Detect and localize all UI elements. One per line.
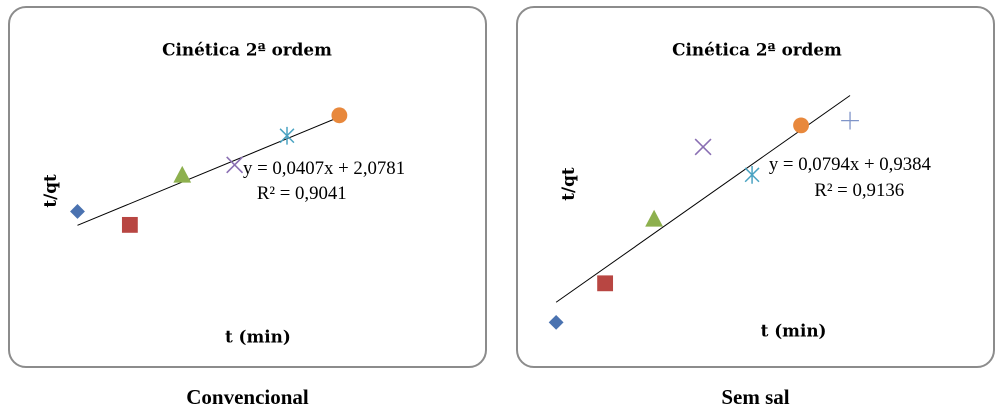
y-axis-label: t/qt [40, 174, 60, 208]
x-axis-label: t (min) [225, 326, 291, 346]
circle-marker [331, 107, 348, 124]
triangle-marker [645, 209, 664, 227]
chart-convencional: Cinética 2ª ordem t/qt t (min) y = 0,040… [40, 39, 405, 346]
chart-title: Cinética 2ª ordem [162, 39, 332, 59]
x-marker [694, 138, 712, 156]
chart-panel-sem-sal: Cinética 2ª ordem t/qt t (min) y = 0,079… [516, 6, 995, 368]
diamond-marker [548, 314, 564, 330]
x-axis-label: t (min) [761, 320, 827, 340]
r-squared-label: R² = 0,9041 [257, 183, 347, 204]
y-axis-label: t/qt [558, 167, 578, 201]
circle-marker [793, 117, 809, 134]
asterisk-marker [279, 126, 295, 145]
triangle-marker [173, 165, 192, 183]
trendline-equation: y = 0,0794x + 0,9384 [769, 154, 932, 175]
x-marker [226, 156, 244, 174]
r-squared-label: R² = 0,9136 [814, 180, 904, 201]
trendline-equation: y = 0,0407x + 2,0781 [243, 158, 405, 179]
chart-panel-convencional: Cinética 2ª ordem t/qt t (min) y = 0,040… [8, 6, 487, 368]
trendline [77, 116, 340, 226]
diamond-marker [70, 204, 85, 219]
plus-marker [841, 111, 859, 130]
chart-sem-sal: Cinética 2ª ordem t/qt t (min) y = 0,079… [548, 39, 932, 340]
caption-sem-sal: Sem sal [721, 385, 790, 409]
chart-title: Cinética 2ª ordem [672, 39, 842, 59]
square-marker [597, 275, 614, 292]
square-marker [121, 216, 138, 233]
asterisk-marker [744, 165, 760, 184]
caption-convencional: Convencional [186, 385, 309, 409]
